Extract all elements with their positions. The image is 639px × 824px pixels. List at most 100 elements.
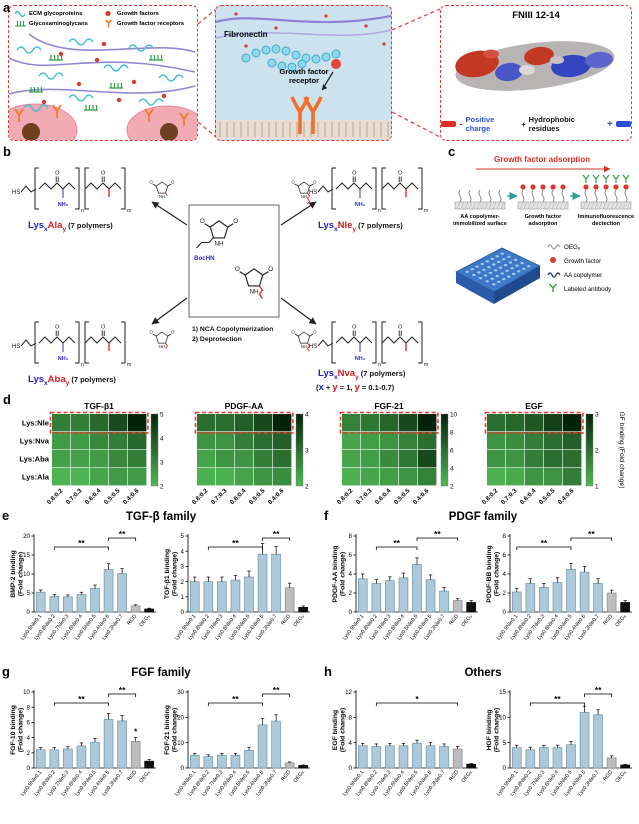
ratio-tick: 0.5:0.5 [248, 487, 267, 506]
y-tick: 4 [181, 548, 185, 555]
significance-bracket [207, 702, 263, 706]
bar [130, 605, 141, 613]
panel-a-fniii-box: FNIII 12-14 - Positive charge + Hydropho… [440, 5, 632, 141]
heatmap-cell [216, 414, 235, 432]
significance-star: ** [232, 694, 239, 704]
colorbar-tick: 4 [305, 411, 309, 418]
svg-text:(Fold change): (Fold change) [340, 552, 347, 597]
bar [103, 719, 114, 769]
heatmap-cell [52, 414, 71, 432]
heatmap-title: FGF-21 [374, 401, 404, 411]
bar [385, 745, 395, 769]
ratio-tick: 0.8:0.2 [336, 487, 355, 506]
significance-star: ** [434, 529, 441, 539]
chart-fgf-21-binding: FGF-21 binding (Fold change) 0 10 20 30 Lys0.9… [162, 680, 314, 824]
nca-monomer: O O NH [292, 330, 316, 352]
heatmap-cell [197, 450, 216, 468]
y-tick: 8 [27, 704, 31, 711]
bar [425, 579, 436, 613]
bar [35, 749, 46, 769]
bar [298, 765, 308, 769]
heatmap-cell [52, 450, 71, 468]
svg-text:O: O [313, 180, 316, 185]
heatmap-cell [361, 468, 380, 486]
heatmap-cell [544, 468, 563, 486]
bar [620, 602, 630, 613]
y-tick: 0 [503, 765, 507, 772]
bar [371, 583, 382, 613]
polymer-product-label-nle: LysxNley (7 polymers) [318, 220, 403, 233]
hydrophobic-text: Hydrophobic residues [528, 115, 575, 133]
svg-text:NH: NH [301, 194, 307, 199]
heatmap-cell [216, 450, 235, 468]
y-tick: 5 [27, 590, 31, 597]
y-tick: 0 [503, 609, 507, 616]
minus-sign: - [459, 118, 463, 130]
y-tick: 2 [349, 590, 353, 597]
fibronectin-schematic [216, 12, 391, 139]
y-tick: 4 [27, 735, 31, 742]
heatmap-cell [254, 414, 273, 432]
heatmap-cell [216, 468, 235, 486]
bar [189, 754, 200, 769]
synthesis-step-2: 2) Deprotection [192, 336, 242, 343]
chart-fgf-10-binding: FGF-10 binding (Fold change) 0 2 4 6 8 10 Lys0.9… [8, 680, 160, 824]
ratio-tick: 0.5:0.5 [103, 487, 122, 506]
heatmap-cell [506, 450, 525, 468]
bar [244, 749, 254, 769]
y-tick: 10 [177, 740, 184, 747]
heatmap-cell [52, 468, 71, 486]
x-tick: RGD [280, 769, 292, 782]
panel-a-ecm-box: ECM glycoproteins Growth factors Glycosami… [8, 5, 198, 141]
heatmap-cell [52, 432, 71, 450]
y-tick: 2 [503, 590, 507, 597]
bar-chart: FGF-21 binding (Fold change)0102030Lys0.9… [164, 685, 310, 797]
significance-bracket [108, 537, 137, 541]
bar [230, 754, 241, 769]
heatmap-cell [273, 468, 292, 486]
heatmap-cell [380, 450, 399, 468]
panel-a-fibronectin-box: Fibronectin Growth factor receptor [215, 5, 392, 141]
bar [525, 583, 536, 613]
heatmap-cell [109, 414, 128, 432]
x-tick: OEG₈ [460, 614, 473, 629]
heatmap-cell [361, 432, 380, 450]
x-tick: OEG₈ [614, 770, 627, 785]
y-tick: 6 [27, 720, 31, 727]
significance-star: ** [78, 694, 85, 704]
ecm-legend: ECM glycoproteins Growth factors Glycosami… [14, 9, 197, 28]
significance-star: ** [541, 538, 548, 548]
polymer-product-label-nva: LysxNvay (7 polymers) [318, 368, 406, 381]
colorbar-tick: 6 [450, 447, 454, 454]
colorbar-tick: 4 [160, 435, 164, 442]
svg-text:(Fold change): (Fold change) [172, 708, 179, 753]
bar [425, 745, 436, 769]
nca-monomer: O O NH [150, 330, 175, 350]
heatmap-cell [128, 468, 147, 486]
significance-star: ** [588, 529, 595, 539]
svg-text:O: O [171, 180, 174, 185]
assay-stage-1 [454, 189, 506, 210]
fniii-structure [455, 41, 615, 91]
significance-bracket [570, 537, 613, 541]
panel-c-label: c [448, 144, 456, 159]
bar [593, 714, 603, 769]
colorbar [150, 413, 159, 487]
ratio-tick: 0.4:0.6 [122, 487, 141, 506]
significance-star: ** [119, 685, 126, 695]
ratio-tick: 0.8:0.2 [191, 487, 210, 506]
heatmap-cell [544, 432, 563, 450]
x-tick: OEG₈ [292, 770, 305, 785]
bar-chart: BMP-2 binding (Fold change)05101520Lys0.9… [10, 529, 156, 641]
heatmap-title: PDGF-AA [225, 401, 264, 411]
bar [35, 591, 46, 613]
bar [203, 581, 214, 613]
heatmap-cell [487, 450, 506, 468]
bar [371, 746, 382, 769]
heatmap-cell [273, 450, 292, 468]
heatmap-cell [525, 450, 544, 468]
y-tick: 0 [349, 765, 353, 772]
growth-factor-receptor-label: Growth factor receptor [279, 67, 329, 85]
zoom-connector-lines [197, 8, 441, 138]
